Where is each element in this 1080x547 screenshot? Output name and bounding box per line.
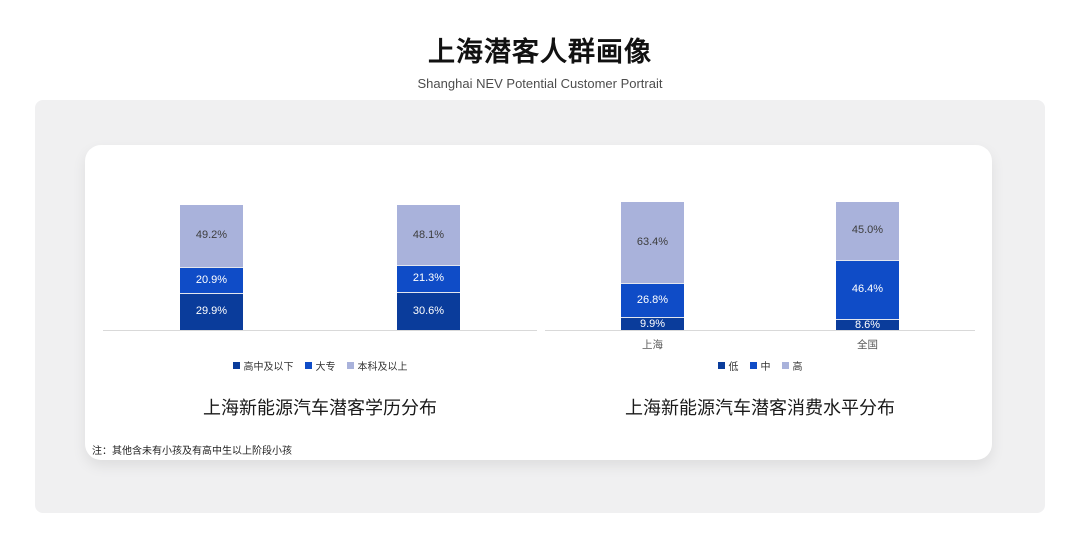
bar-segment: 46.4% <box>836 259 899 319</box>
consumption-plot-area: 63.4% 26.8% 9.9% 45.0% 46.4% 8.6% <box>545 201 975 331</box>
education-distribution-chart: 49.2% 20.9% 29.9% 48.1% 21.3% 30.6% 高中及以下 大专 本科… <box>103 145 537 460</box>
bar-segment-label: 26.8% <box>636 294 669 307</box>
bar-segment-label: 8.6% <box>854 318 881 331</box>
bar-segment: 21.3% <box>397 265 460 292</box>
legend-item: 大专 <box>304 358 336 373</box>
content-panel: 49.2% 20.9% 29.9% 48.1% 21.3% 30.6% 高中及以下 大专 本科… <box>35 100 1045 513</box>
legend-swatch-icon <box>717 362 725 369</box>
bar-segment: 8.6% <box>836 319 899 330</box>
consumption-level-chart: 63.4% 26.8% 9.9% 45.0% 46.4% 8.6% 上海 全国 低 中 高 上海… <box>545 145 975 460</box>
legend-label: 高 <box>792 362 803 373</box>
bar-segment: 29.9% <box>180 292 243 330</box>
bar-segment-label: 30.6% <box>412 304 445 317</box>
legend-label: 中 <box>760 362 771 373</box>
page-title: 上海潜客人群画像 <box>428 37 652 67</box>
bar-cell: 49.2% 20.9% 29.9% <box>103 205 320 330</box>
bar-segment-label: 46.4% <box>851 283 884 296</box>
bar-segment: 49.2% <box>180 205 243 267</box>
bar-segment: 45.0% <box>836 202 899 260</box>
bar-segment: 63.4% <box>621 201 684 284</box>
bar-segment-label: 45.0% <box>851 224 884 237</box>
bar-segment-label: 49.2% <box>195 229 228 242</box>
bar-segment-label: 21.3% <box>412 272 445 285</box>
legend-swatch-icon <box>232 362 240 369</box>
legend-label: 高中及以下 <box>243 362 294 373</box>
bar-segment-label: 29.9% <box>195 305 228 318</box>
bar-segment-label: 20.9% <box>195 273 228 286</box>
bar-cell: 45.0% 46.4% 8.6% <box>760 202 975 330</box>
bar-segment: 9.9% <box>621 317 684 330</box>
bar-segment: 48.1% <box>397 205 460 266</box>
legend-item: 高中及以下 <box>232 358 294 373</box>
footnote: 注：其他含未有小孩及有高中生以上阶段小孩 <box>92 446 292 457</box>
page-subtitle: Shanghai NEV Potential Customer Portrait <box>417 76 663 91</box>
bar-cell: 48.1% 21.3% 30.6% <box>320 205 537 330</box>
legend-item: 中 <box>749 358 771 373</box>
bar-segment-label: 48.1% <box>412 228 445 241</box>
consumption-x-axis-labels: 上海 全国 <box>545 337 975 352</box>
bar-segment: 26.8% <box>621 283 684 318</box>
education-legend: 高中及以下 大专 本科及以上 <box>103 358 537 373</box>
consumption-legend: 低中高 <box>545 358 975 373</box>
bar-segment-label: 9.9% <box>639 317 666 330</box>
legend-swatch-icon <box>304 362 312 369</box>
consumption-chart-title: 上海新能源汽车潜客消费水平分布 <box>625 398 895 418</box>
report-header: 上海潜客人群画像 Shanghai NEV Potential Customer… <box>0 0 1080 91</box>
stacked-bar: 49.2% 20.9% 29.9% <box>180 205 243 330</box>
legend-item: 低 <box>717 358 739 373</box>
bar-segment: 20.9% <box>180 266 243 293</box>
legend-item: 高 <box>781 358 803 373</box>
legend-item: 本科及以上 <box>346 358 408 373</box>
stacked-bar: 45.0% 46.4% 8.6% <box>836 202 899 330</box>
x-axis-label: 上海 <box>642 339 663 351</box>
chart-card: 49.2% 20.9% 29.9% 48.1% 21.3% 30.6% 高中及以下 大专 本科… <box>85 145 992 460</box>
bar-segment-label: 63.4% <box>636 235 669 248</box>
stacked-bar: 63.4% 26.8% 9.9% <box>621 201 684 330</box>
legend-swatch-icon <box>346 362 354 369</box>
legend-swatch-icon <box>781 362 789 369</box>
bar-cell: 63.4% 26.8% 9.9% <box>545 201 760 330</box>
legend-label: 本科及以上 <box>357 362 408 373</box>
bar-segment: 30.6% <box>397 291 460 330</box>
legend-label: 大专 <box>315 362 336 373</box>
legend-label: 低 <box>728 362 739 373</box>
stacked-bar: 48.1% 21.3% 30.6% <box>397 205 460 330</box>
education-chart-title: 上海新能源汽车潜客学历分布 <box>203 398 437 418</box>
x-axis-label: 全国 <box>857 339 878 351</box>
legend-swatch-icon <box>749 362 757 369</box>
education-plot-area: 49.2% 20.9% 29.9% 48.1% 21.3% 30.6% <box>103 205 537 331</box>
